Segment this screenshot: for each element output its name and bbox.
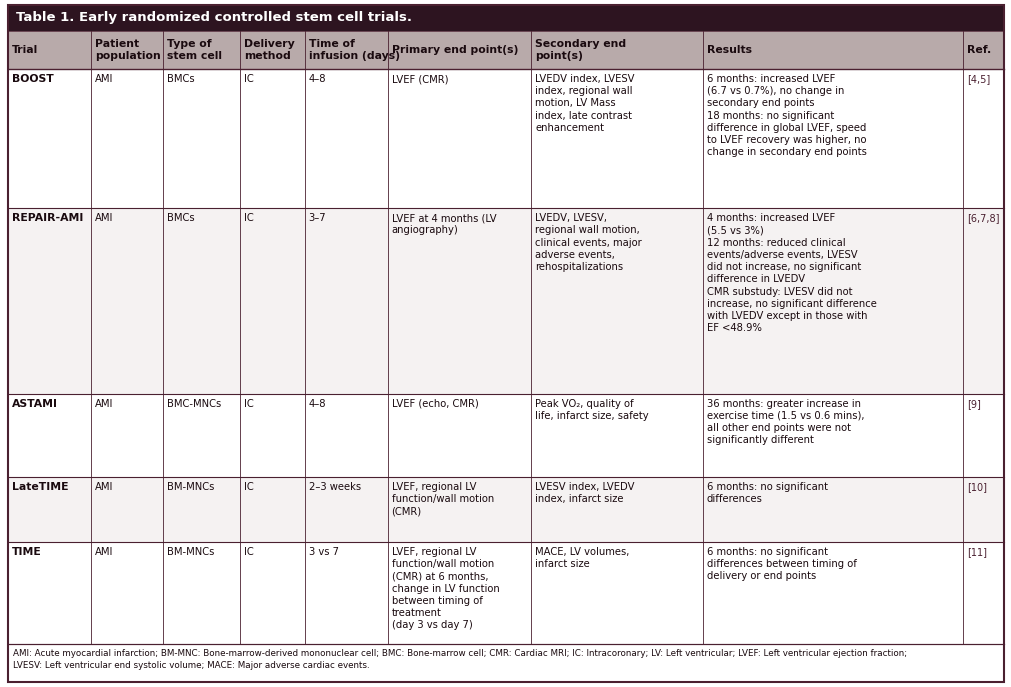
Text: LVEF at 4 months (LV
angiography): LVEF at 4 months (LV angiography) [391,213,495,236]
Text: AMI: AMI [95,482,113,492]
Bar [8,5,1003,31]
Bar [8,69,1003,208]
Text: LVEF, regional LV
function/wall motion
(CMR) at 6 months,
change in LV function
: LVEF, regional LV function/wall motion (… [391,547,498,631]
Bar [8,208,1003,394]
Text: ASTAMI: ASTAMI [12,398,58,409]
Text: AMI: AMI [95,74,113,84]
Text: IC: IC [245,482,254,492]
Text: 4–8: 4–8 [308,74,326,84]
Text: IC: IC [245,74,254,84]
Text: 4–8: 4–8 [308,398,326,409]
Text: BOOST: BOOST [12,74,54,84]
Text: [11]: [11] [967,547,986,557]
Text: LateTIME: LateTIME [12,482,69,492]
Text: BMCs: BMCs [167,74,194,84]
Text: MACE, LV volumes,
infarct size: MACE, LV volumes, infarct size [535,547,629,570]
Text: LVEF (echo, CMR): LVEF (echo, CMR) [391,398,478,409]
Text: AMI: AMI [95,398,113,409]
Text: 6 months: no significant
differences: 6 months: no significant differences [707,482,827,504]
Text: Ref.: Ref. [967,45,991,55]
Text: [10]: [10] [967,482,986,492]
Text: LVEDV index, LVESV
index, regional wall
motion, LV Mass
index, late contrast
enh: LVEDV index, LVESV index, regional wall … [535,74,634,133]
Bar [8,394,1003,477]
Text: BMCs: BMCs [167,213,194,223]
Text: LVEF (CMR): LVEF (CMR) [391,74,448,84]
Text: TIME: TIME [12,547,41,557]
Text: 3 vs 7: 3 vs 7 [308,547,339,557]
Text: 3–7: 3–7 [308,213,326,223]
Text: Primary end point(s): Primary end point(s) [391,45,518,55]
Text: AMI: AMI [95,213,113,223]
Bar [8,31,1003,69]
Text: 2–3 weeks: 2–3 weeks [308,482,360,492]
Text: LVEF, regional LV
function/wall motion
(CMR): LVEF, regional LV function/wall motion (… [391,482,493,517]
Text: [9]: [9] [967,398,980,409]
Text: REPAIR-AMI: REPAIR-AMI [12,213,83,223]
Text: IC: IC [245,213,254,223]
Bar [8,477,1003,542]
Text: BM-MNCs: BM-MNCs [167,547,214,557]
Text: LVEDV, LVESV,
regional wall motion,
clinical events, major
adverse events,
rehos: LVEDV, LVESV, regional wall motion, clin… [535,213,642,272]
Text: 36 months: greater increase in
exercise time (1.5 vs 0.6 mins),
all other end po: 36 months: greater increase in exercise … [707,398,863,445]
Text: 6 months: increased LVEF
(6.7 vs 0.7%), no change in
secondary end points
18 mon: 6 months: increased LVEF (6.7 vs 0.7%), … [707,74,866,157]
Text: Delivery
method: Delivery method [245,39,295,61]
Text: 4 months: increased LVEF
(5.5 vs 3%)
12 months: reduced clinical
events/adverse : 4 months: increased LVEF (5.5 vs 3%) 12 … [707,213,876,333]
Text: AMI: Acute myocardial infarction; BM-MNC: Bone-marrow-derived mononuclear cell; : AMI: Acute myocardial infarction; BM-MNC… [13,649,906,670]
Text: Secondary end
point(s): Secondary end point(s) [535,39,626,61]
Text: Results: Results [707,45,751,55]
Text: Trial: Trial [12,45,38,55]
Text: 6 months: no significant
differences between timing of
delivery or end points: 6 months: no significant differences bet… [707,547,856,581]
Text: LVESV index, LVEDV
index, infarct size: LVESV index, LVEDV index, infarct size [535,482,634,504]
Text: Type of
stem cell: Type of stem cell [167,39,221,61]
Text: IC: IC [245,398,254,409]
Bar [8,542,1003,644]
Text: Patient
population: Patient population [95,39,161,61]
Text: [4,5]: [4,5] [967,74,990,84]
Bar [8,644,1003,682]
Text: BMC-MNCs: BMC-MNCs [167,398,221,409]
Text: [6,7,8]: [6,7,8] [967,213,999,223]
Text: AMI: AMI [95,547,113,557]
Text: Time of
infusion (days): Time of infusion (days) [308,39,399,61]
Text: BM-MNCs: BM-MNCs [167,482,214,492]
Text: Table 1. Early randomized controlled stem cell trials.: Table 1. Early randomized controlled ste… [16,12,411,25]
Text: IC: IC [245,547,254,557]
Text: Peak VO₂, quality of
life, infarct size, safety: Peak VO₂, quality of life, infarct size,… [535,398,648,421]
